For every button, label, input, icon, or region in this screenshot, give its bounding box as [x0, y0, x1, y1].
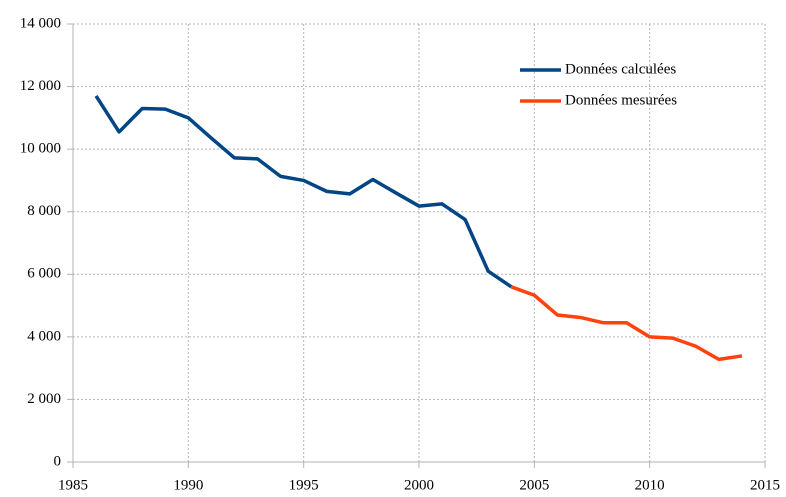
- y-tick-label: 8 000: [27, 203, 61, 219]
- x-tick-label: 2015: [750, 477, 780, 493]
- x-tick-label: 1990: [173, 477, 203, 493]
- data-line: [510, 285, 743, 362]
- y-tick-label: 0: [54, 453, 62, 469]
- y-tick-label: 10 000: [20, 141, 61, 157]
- data-line: [94, 95, 513, 289]
- x-tick-label: 2000: [404, 477, 434, 493]
- y-tick-label: 12 000: [20, 78, 61, 94]
- y-tick-label: 4 000: [27, 328, 61, 344]
- x-tick-label: 1985: [58, 477, 88, 493]
- x-tick-label: 2005: [519, 477, 549, 493]
- legend-label: Données calculées: [565, 61, 676, 77]
- legend-label: Données mesurées: [565, 92, 677, 108]
- y-tick-label: 14 000: [20, 15, 61, 31]
- x-tick-label: 1995: [289, 477, 319, 493]
- x-tick-label: 2010: [635, 477, 665, 493]
- y-tick-label: 6 000: [27, 266, 61, 282]
- y-tick-label: 2 000: [27, 391, 61, 407]
